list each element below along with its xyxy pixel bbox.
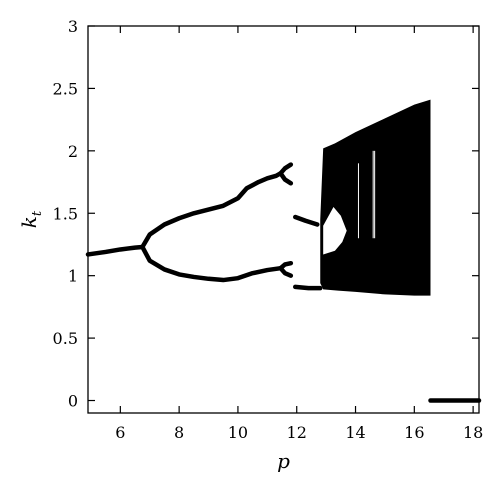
bifurcation-branch xyxy=(293,214,320,227)
y-tick-label: 1 xyxy=(68,267,78,286)
x-tick-label: 10 xyxy=(228,423,248,442)
bifurcation-branch xyxy=(85,244,145,257)
y-tick-label: 2 xyxy=(68,142,78,161)
x-tick-label: 8 xyxy=(174,423,184,442)
chaotic-band-notch xyxy=(323,207,347,255)
y-tick-label: 0 xyxy=(68,392,78,411)
x-tick-label: 14 xyxy=(345,423,365,442)
plot-layer xyxy=(85,99,482,403)
chaotic-band xyxy=(320,99,431,296)
x-tick-label: 16 xyxy=(404,423,424,442)
bifurcation-branch xyxy=(278,265,294,278)
bifurcation-branch xyxy=(140,171,283,250)
y-tick-label: 0.5 xyxy=(53,329,78,348)
bifurcation-branch xyxy=(278,171,294,186)
x-tick-label: 18 xyxy=(463,423,483,442)
bifurcation-branch xyxy=(140,244,283,283)
axis-layer: 6 8 10 12 14 16 18 0 0.5 1 1.5 2 2.5 3 xyxy=(53,17,484,442)
y-axis-label-main: k xyxy=(17,216,41,228)
y-axis-label-subscript: t xyxy=(30,210,45,216)
y-tick-label: 3 xyxy=(68,17,78,36)
x-axis-label: p xyxy=(277,449,290,473)
plot-frame xyxy=(87,25,480,414)
x-tick-label: 6 xyxy=(115,423,125,442)
bifurcation-branch xyxy=(293,284,323,291)
y-tick-label: 2.5 xyxy=(53,79,78,98)
y-axis-label: kt xyxy=(17,210,45,228)
y-tick-label: 1.5 xyxy=(53,204,78,223)
x-tick-label: 12 xyxy=(287,423,307,442)
